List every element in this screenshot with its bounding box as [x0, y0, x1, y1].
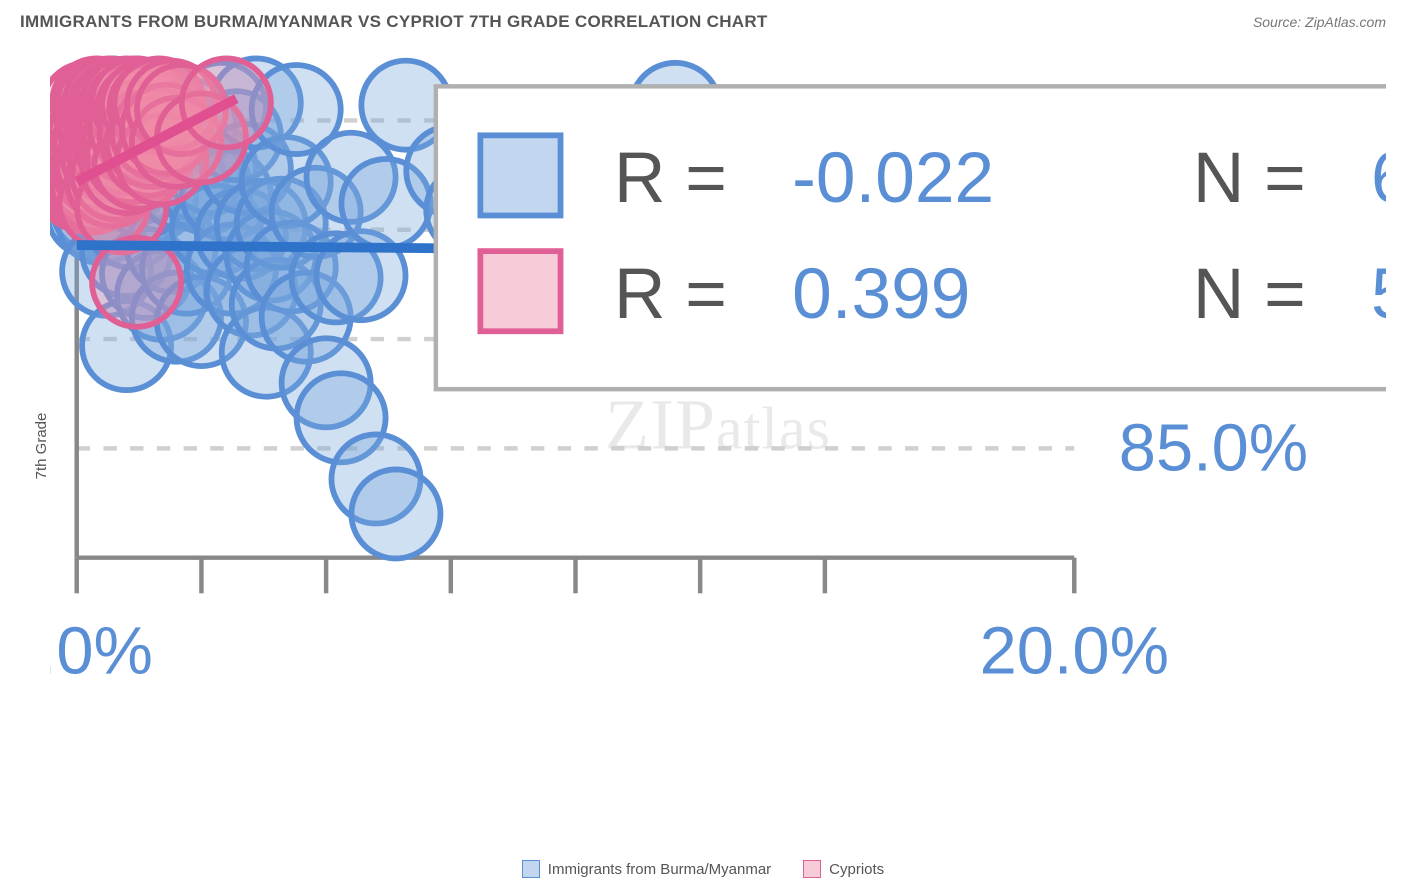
svg-text:0.0%: 0.0%	[50, 614, 153, 688]
svg-text:57: 57	[1371, 254, 1386, 334]
scatter-plot: 85.0%90.0%95.0%100.0%0.0%20.0%R =-0.022N…	[50, 50, 1386, 718]
legend-label-blue: Immigrants from Burma/Myanmar	[548, 861, 771, 878]
svg-text:N =: N =	[1193, 254, 1306, 334]
svg-text:20.0%: 20.0%	[980, 614, 1169, 688]
chart-title: IMMIGRANTS FROM BURMA/MYANMAR VS CYPRIOT…	[20, 12, 768, 32]
chart-area: 85.0%90.0%95.0%100.0%0.0%20.0%R =-0.022N…	[50, 50, 1386, 832]
legend-swatch-blue	[522, 860, 540, 878]
svg-text:N =: N =	[1193, 138, 1306, 218]
svg-text:85.0%: 85.0%	[1119, 412, 1308, 486]
svg-text:R =: R =	[614, 138, 727, 218]
y-axis-label: 7th Grade	[33, 413, 50, 480]
svg-text:-0.022: -0.022	[792, 138, 994, 218]
legend-label-pink: Cypriots	[829, 861, 884, 878]
svg-text:63: 63	[1371, 138, 1386, 218]
source-label: Source: ZipAtlas.com	[1253, 14, 1386, 30]
bottom-legend: Immigrants from Burma/Myanmar Cypriots	[0, 860, 1406, 878]
legend-swatch-pink	[803, 860, 821, 878]
svg-text:0.399: 0.399	[792, 254, 970, 334]
legend-item-pink: Cypriots	[803, 860, 884, 878]
legend-item-blue: Immigrants from Burma/Myanmar	[522, 860, 771, 878]
svg-text:R =: R =	[614, 254, 727, 334]
